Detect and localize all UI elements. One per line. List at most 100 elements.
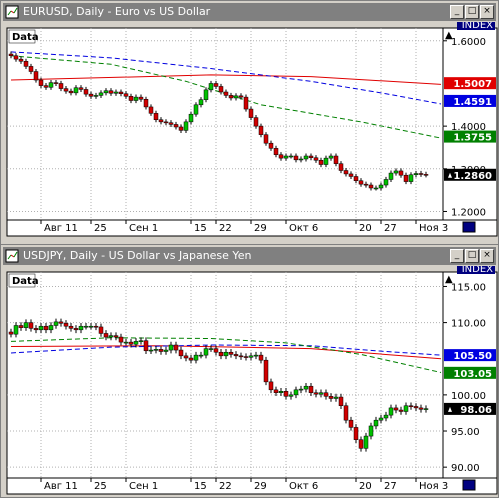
candle-body [63, 323, 69, 327]
candle-body [253, 354, 259, 357]
eurusd-title-bar[interactable]: EURUSD, Daily - Euro vs US Dollar _ □ × [3, 3, 496, 21]
usdjpy-title-bar[interactable]: USDJPY, Daily - US Dollar vs Japanese Ye… [3, 247, 496, 265]
candle-body [18, 58, 24, 62]
candle-body [338, 396, 344, 406]
minimize-button[interactable]: _ [450, 5, 464, 19]
eurusd-chart-area[interactable]: Авг 11 25 Сен 1 15 22 29 Окт 6 20 27 Ноя 3 1.6000 1… [3, 22, 498, 244]
candle-body [178, 126, 184, 131]
candle-body [38, 79, 44, 86]
candle-body [418, 173, 424, 175]
index-label[interactable]: INDEX [462, 266, 493, 275]
candle-body [338, 163, 344, 171]
window-title: USDJPY, Daily - US Dollar vs Japanese Ye… [23, 249, 252, 262]
close-button[interactable]: × [480, 249, 494, 263]
candle-body [268, 381, 274, 391]
candle-body [138, 96, 144, 100]
data-label[interactable]: Data [12, 32, 39, 43]
candle-body [23, 322, 29, 328]
index-label[interactable]: INDEX [462, 22, 493, 31]
chart-properties-icon[interactable] [462, 479, 476, 491]
date-label: Авг 11 [44, 481, 78, 492]
index-label-bg[interactable] [457, 266, 495, 274]
candle-body [328, 396, 334, 399]
axis-value-badge: 1.2860 [444, 168, 496, 182]
date-label: 29 [254, 223, 267, 234]
candle-body [203, 89, 209, 100]
maximize-button[interactable]: □ [465, 5, 479, 19]
axis-value-badge: 103.05 [444, 366, 496, 380]
candle-body [83, 325, 89, 328]
candle-body [118, 336, 124, 343]
candle-body [148, 106, 154, 114]
axis-value-badge-bg [444, 402, 496, 415]
candle-body [233, 95, 239, 99]
candle-body [318, 392, 324, 395]
scroll-up-icon[interactable]: ▲ [445, 30, 453, 41]
candle-body [58, 321, 64, 324]
candle-body [33, 328, 39, 331]
candle-body [118, 91, 124, 94]
window-title: EURUSD, Daily - Euro vs US Dollar [23, 5, 211, 18]
candle-body [333, 396, 339, 399]
candle-body [158, 119, 164, 123]
candle-body [68, 90, 74, 94]
moving-average-line [10, 337, 442, 373]
price-axis-label: 110.00 [451, 319, 486, 330]
plot-area[interactable] [6, 271, 444, 479]
candle-body [73, 328, 79, 331]
candle-body [198, 99, 204, 106]
candle-body [328, 155, 334, 159]
usdjpy-chart-area[interactable]: Авг 11 25 Сен 1 15 22 29 Окт 6 20 27 Ноя 3 115.00 1… [3, 266, 498, 497]
candle-body [128, 341, 134, 345]
candle-body [158, 349, 164, 352]
chart-properties-icon[interactable] [462, 221, 476, 233]
axis-value-badge-bg [444, 366, 496, 379]
candle-body [153, 349, 159, 351]
candle-body [78, 87, 84, 90]
candle-body [358, 180, 364, 185]
candle-body [263, 359, 269, 383]
candle-body [248, 355, 254, 358]
axis-value-badge-bg [444, 168, 496, 181]
plot-area[interactable] [6, 27, 444, 221]
date-label: Окт 6 [289, 223, 318, 234]
usdjpy-chart-window[interactable]: USDJPY, Daily - US Dollar vs Japanese Ye… [0, 244, 499, 498]
candle-body [203, 348, 209, 356]
candle-body [153, 113, 159, 120]
candle-body [193, 354, 199, 361]
candle-body [18, 325, 24, 328]
price-axis-label: 1.4000 [451, 122, 486, 133]
maximize-button[interactable]: □ [465, 249, 479, 263]
candle-body [163, 349, 169, 352]
candle-body [253, 117, 259, 127]
data-label[interactable]: Data [12, 276, 39, 287]
candle-body [8, 331, 14, 335]
candle-body [408, 405, 414, 407]
candle-body [398, 170, 404, 176]
data-label-box[interactable] [8, 29, 36, 44]
candle-body [88, 325, 94, 328]
candle-body [243, 356, 249, 358]
index-label-bg[interactable] [457, 22, 495, 30]
date-label: 15 [194, 481, 207, 492]
candle-body [393, 407, 399, 411]
candle-body [128, 96, 134, 101]
candle-body [98, 92, 104, 96]
close-button[interactable]: × [480, 5, 494, 19]
scroll-up-icon[interactable]: ▲ [445, 274, 453, 285]
axis-value-badge: 1.5007 [444, 77, 496, 90]
data-label-box[interactable] [8, 273, 36, 288]
candle-body [63, 88, 69, 92]
eurusd-chart-window[interactable]: EURUSD, Daily - Euro vs US Dollar _ □ × … [0, 0, 499, 245]
candle-body [388, 172, 394, 180]
axis-value-text: 1.3755 [453, 133, 492, 144]
candle-body [208, 348, 214, 350]
minimize-button[interactable]: _ [450, 249, 464, 263]
candle-body [223, 91, 229, 96]
candle-body [223, 351, 229, 357]
axis-value-text: 1.2860 [453, 171, 492, 182]
candle-body [13, 325, 19, 335]
price-marker-icon [448, 406, 452, 412]
candle-body [303, 385, 309, 390]
candle-body [38, 325, 44, 331]
